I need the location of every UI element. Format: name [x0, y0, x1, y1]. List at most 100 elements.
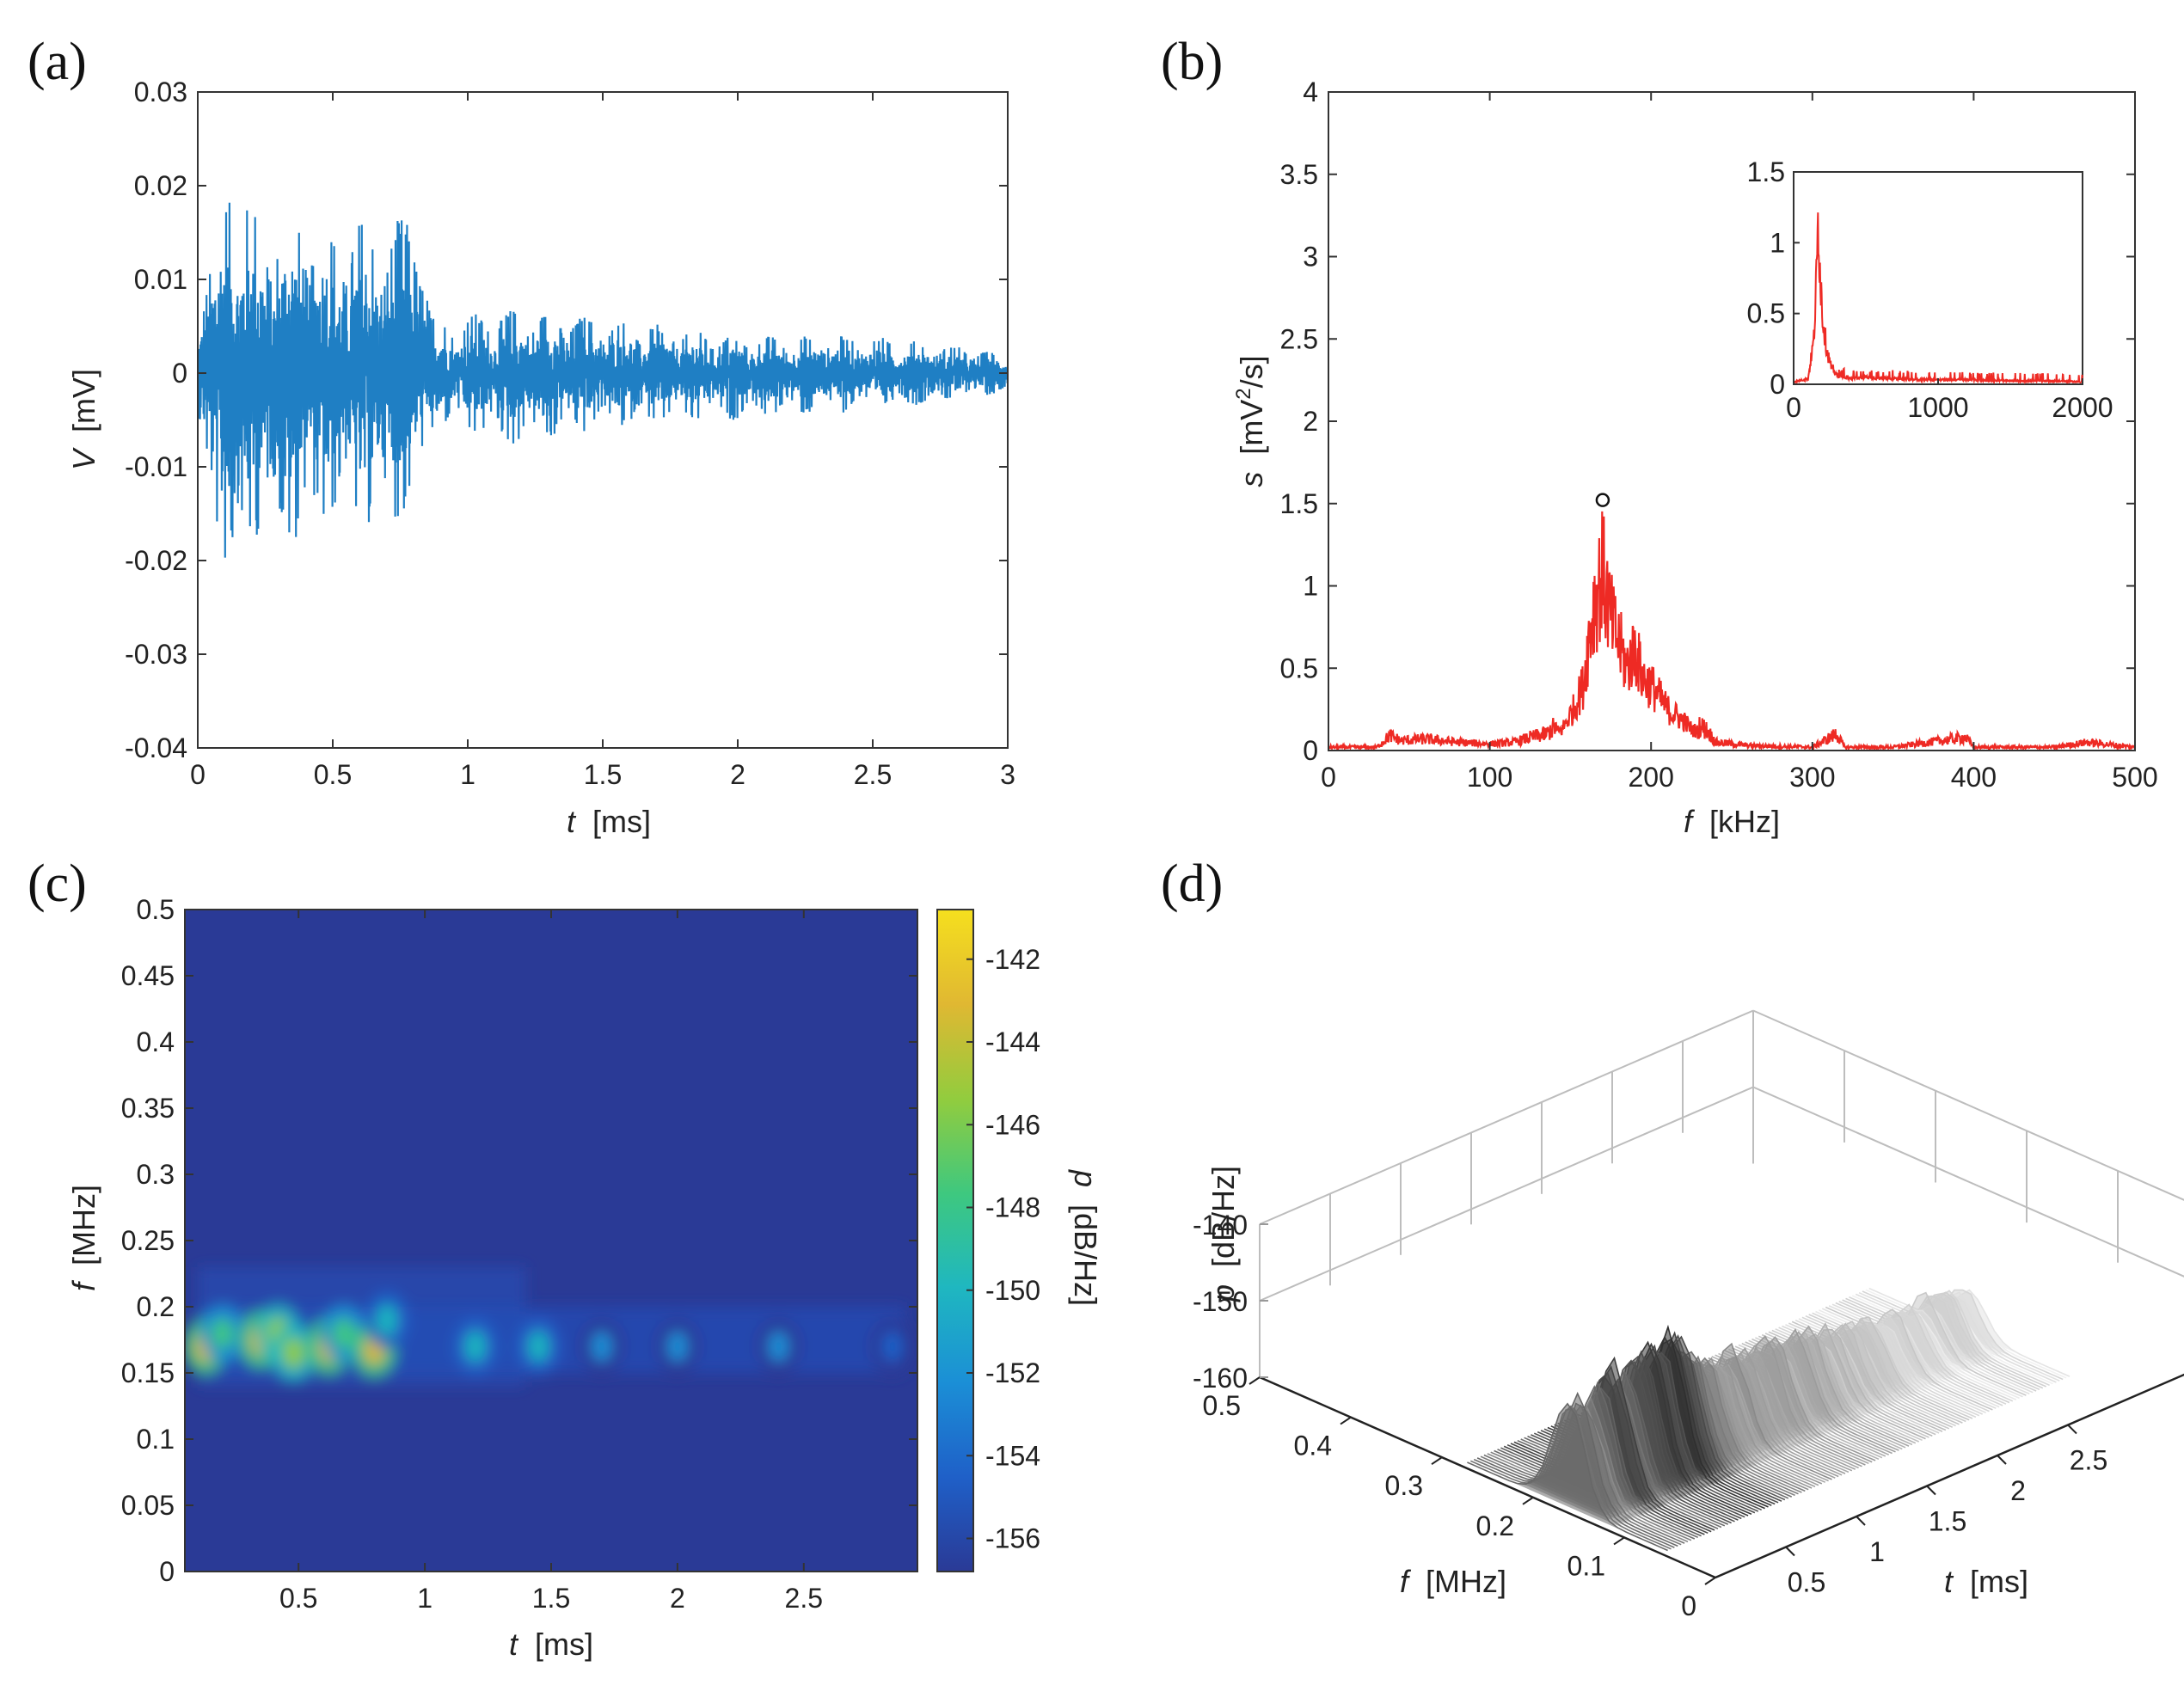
f-tick-label: 0.3 — [1385, 1470, 1423, 1501]
y-tick-label: 0.5 — [1280, 653, 1318, 683]
f-axis-line — [1259, 1376, 1716, 1579]
box-edge — [1259, 1086, 1754, 1302]
box-edge — [1259, 1009, 1754, 1225]
x-tick-label: 400 — [1951, 762, 1997, 793]
inset-frame — [1793, 171, 2083, 385]
panel-b: (b) 0 100 200 300 400 500 0 0.5 1 1.5 2 2.5 3 3.5 4 0 1… — [1161, 33, 2158, 839]
t-axis-line — [1715, 1373, 2184, 1579]
heatmap-cell — [283, 1337, 304, 1369]
f-tick-label: 0.2 — [1476, 1510, 1514, 1541]
inset-x-tick-label: 2000 — [2052, 392, 2113, 423]
t-tick-mark — [1997, 1455, 2007, 1465]
y-tick-label: 0.02 — [134, 170, 187, 201]
t-tick-label: 1 — [1869, 1536, 1885, 1567]
x-tick-label: 2 — [670, 1583, 685, 1614]
y-tick-label: 0.5 — [137, 894, 175, 925]
y-tick-label: 0 — [1303, 735, 1318, 766]
p-tick-label: -140 — [1193, 1210, 1248, 1241]
y-tick-label: 0.1 — [137, 1424, 175, 1455]
t-tick-label: 2 — [2010, 1475, 2026, 1506]
waveform-line — [198, 202, 1008, 558]
colorbar-tick-label: -152 — [985, 1357, 1040, 1388]
f-tick-mark — [1613, 1536, 1625, 1546]
f-tick-label: 0.1 — [1567, 1550, 1605, 1581]
panel-letter-c: (c) — [28, 855, 87, 913]
f-tick-mark — [1431, 1456, 1443, 1466]
x-tick-label: 0 — [190, 759, 206, 790]
panel-letter-b: (b) — [1161, 33, 1223, 91]
y-tick-label: 2 — [1303, 406, 1318, 437]
y-tick-label: 1.5 — [1280, 488, 1318, 519]
x-tick-label: 500 — [2112, 762, 2157, 793]
colorbar-tick-label: -154 — [985, 1440, 1040, 1471]
t-tick-mark — [1785, 1546, 1795, 1557]
y-tick-label: 4 — [1303, 77, 1318, 107]
colorbar-tick-label: -148 — [985, 1192, 1040, 1223]
panel-c: (c) 0.5 1 1.5 2 2.5 0 0.05 0.1 0.15 0.2 0.25 0.3 0.3… — [28, 855, 1103, 1662]
x-tick-label: 1.5 — [532, 1583, 570, 1614]
y-tick-label: 0.2 — [137, 1291, 175, 1322]
heatmap-cell — [591, 1331, 612, 1363]
x-tick-label: 200 — [1629, 762, 1674, 793]
colorbar-tick-label: -142 — [985, 944, 1040, 975]
f-tick-label: 0 — [1681, 1590, 1696, 1621]
3d-axes-box — [1259, 1009, 2184, 1579]
f-tick-label: 0.5 — [1203, 1390, 1241, 1421]
y-tick-label: 0.15 — [121, 1357, 175, 1388]
inset-y-tick-label: 1 — [1770, 227, 1785, 258]
f-tick-mark — [1340, 1416, 1352, 1425]
y-tick-label: -0.01 — [125, 451, 187, 482]
heatmap-cell — [377, 1304, 398, 1336]
y-tick-label: 0.35 — [121, 1093, 175, 1124]
panel-letter-d: (d) — [1161, 855, 1223, 913]
colorbar-tick-label: -156 — [985, 1523, 1040, 1554]
x-tick-label: 2 — [730, 759, 745, 790]
surface-slice — [1467, 1402, 1668, 1552]
heatmap-cells — [185, 1266, 915, 1387]
y-tick-label: 0.01 — [134, 264, 187, 295]
y-tick-label: 0.3 — [137, 1159, 175, 1190]
heatmap-cell — [881, 1331, 903, 1363]
axis-ticks-a: 0 0.5 1 1.5 2 2.5 3 -0.04 -0.03 -0.02 -0.01 0 0.01 0.… — [125, 77, 1015, 790]
colorbar-tick-label: -146 — [985, 1109, 1040, 1140]
heatmap-cell — [528, 1331, 549, 1363]
t-tick-label: 0.5 — [1788, 1567, 1825, 1598]
f-tick-mark — [1248, 1376, 1261, 1385]
inset-x-tick-label: 0 — [1786, 392, 1801, 423]
x-tick-label: 0.5 — [279, 1583, 317, 1614]
x-axis-label-b: f [kHz] — [1684, 804, 1780, 839]
x-tick-label: 1.5 — [584, 759, 622, 790]
colorbar-label: p[dB/Hz] — [1068, 1169, 1103, 1306]
y-tick-label: 0.25 — [121, 1225, 175, 1256]
spectrum-line — [1328, 511, 2135, 751]
heatmap-cell — [334, 1317, 355, 1349]
f-tick-mark — [1522, 1496, 1534, 1505]
p-axis-label-d: p[dB/Hz] — [1205, 1166, 1241, 1302]
y-tick-label: 0.05 — [121, 1490, 175, 1521]
heatmap-cell — [768, 1331, 789, 1363]
axis-ticks-d: 0.511.522.500.10.20.30.40.5-160-150-140 — [1193, 1210, 2107, 1621]
surface-ridges — [1467, 1287, 2071, 1552]
x-tick-label: 300 — [1789, 762, 1835, 793]
t-tick-mark — [2067, 1424, 2077, 1435]
inset-y-tick-label: 0.5 — [1747, 298, 1785, 329]
colorbar — [936, 909, 974, 1572]
y-tick-label: 3.5 — [1280, 159, 1318, 190]
t-tick-mark — [1926, 1485, 1936, 1496]
f-tick-label: 0.4 — [1294, 1431, 1332, 1461]
y-tick-label: 0 — [172, 358, 187, 389]
y-axis-label-a: V[mV] — [66, 369, 101, 470]
t-tick-label: 2.5 — [2070, 1445, 2107, 1476]
x-tick-label: 1 — [460, 759, 475, 790]
inset-x-tick-label: 1000 — [1907, 392, 1968, 423]
y-tick-label: 0.03 — [134, 77, 187, 107]
panel-a: (a) 0 0.5 1 1.5 2 2.5 3 -0.04 -0.03 -0.02 -0.01 0 0.… — [28, 33, 1015, 839]
x-axis-label-a: t [ms] — [567, 804, 651, 839]
t-axis-label-d: t [ms] — [1944, 1564, 2028, 1599]
box-edge — [1752, 1086, 2184, 1278]
colorbar-ticks: -156 -154 -152 -150 -148 -146 -144 -142 — [966, 944, 1040, 1554]
axis-ticks-c: 0.5 1 1.5 2 2.5 0 0.05 0.1 0.15 0.2 0.25 0.3 0.35 0.4… — [121, 894, 917, 1614]
y-tick-label: -0.03 — [125, 639, 187, 670]
inset-y-tick-label: 0 — [1770, 369, 1785, 400]
